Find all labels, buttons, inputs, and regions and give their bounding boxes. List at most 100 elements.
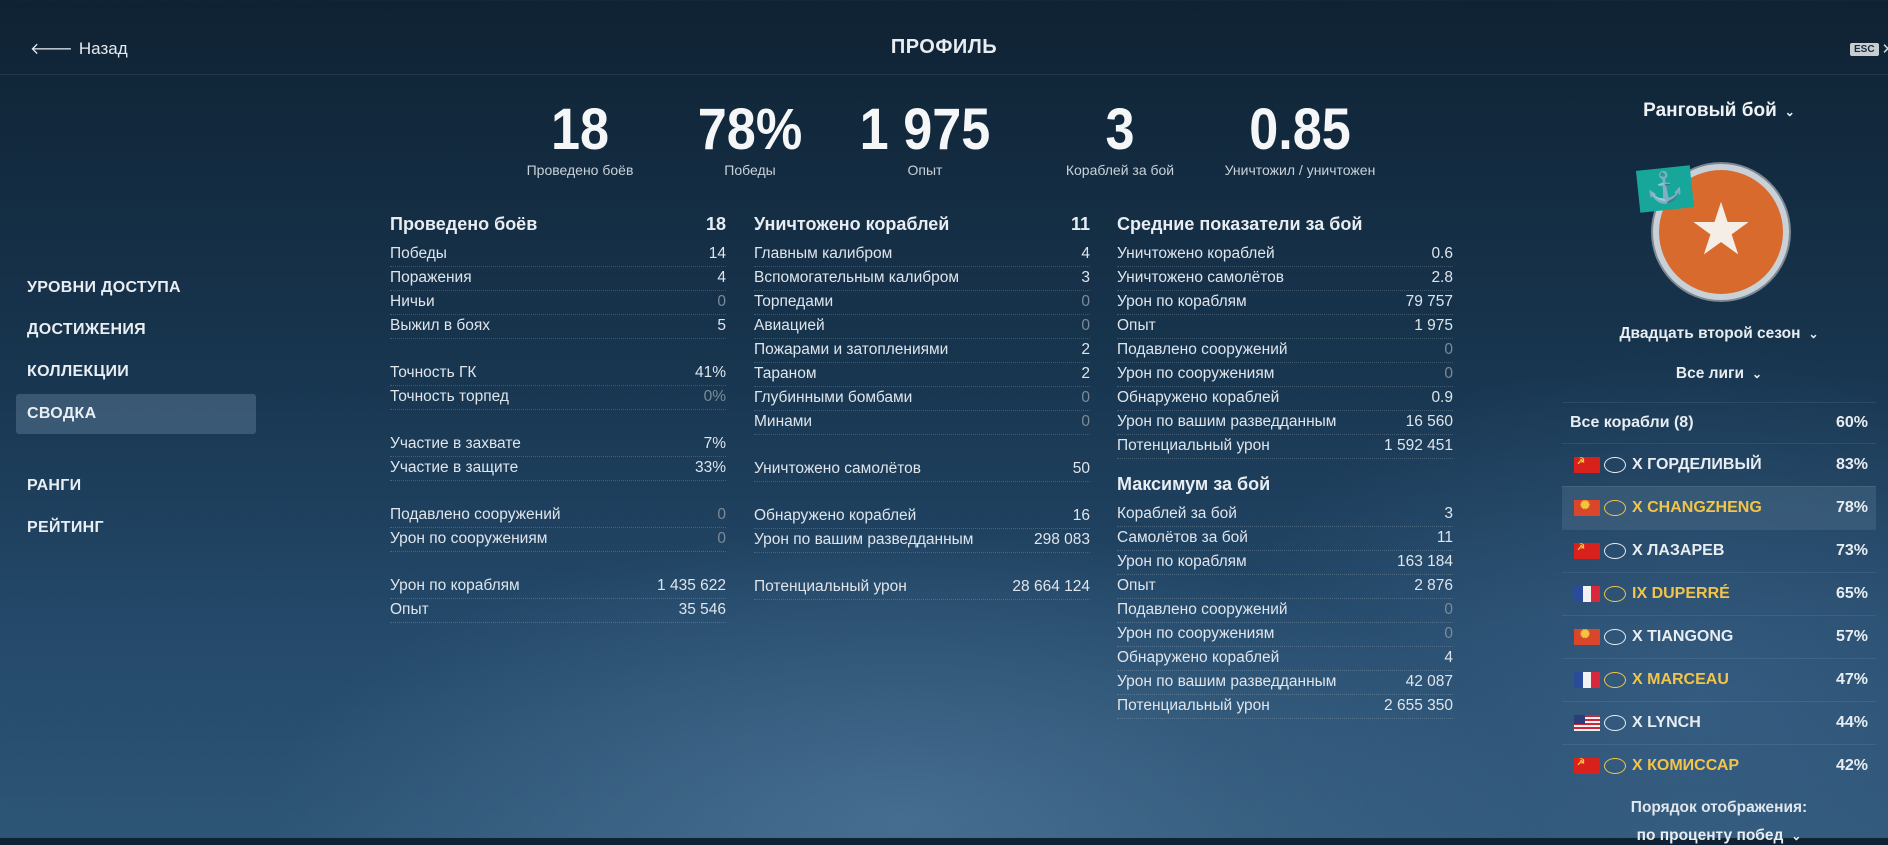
stat-label: Проведено боёв (526, 162, 634, 178)
league-dropdown[interactable]: Все лиги ⌄ (1562, 360, 1876, 388)
stat-row-label: Обнаружено кораблей (1117, 649, 1280, 666)
stat-row-label: Точность ГК (390, 364, 477, 381)
stat-row-label: Урон по сооружениям (390, 530, 548, 547)
esc-close-button[interactable]: ESC ✕ (1850, 40, 1888, 58)
stat-row-value: 0% (703, 388, 726, 405)
nav-item-summary[interactable]: СВОДКА (16, 394, 256, 434)
stat-row-value: 42 087 (1405, 673, 1453, 690)
stat-row-value: 14 (708, 245, 726, 262)
stat-row-label: Подавлено сооружений (1117, 341, 1288, 358)
stat-row: Точность ГК 41% (390, 362, 726, 386)
stat-row: Урон по сооружениям 0 (390, 528, 726, 552)
rank-emblem: ★ ⚓ (1562, 128, 1876, 294)
column-header: Проведено боёв 18 (390, 209, 726, 239)
nav-item-achievements[interactable]: ДОСТИЖЕНИЯ (27, 321, 146, 338)
stat-row-value: 2 (1081, 341, 1090, 358)
ship-row[interactable]: ☭ X КОМИССАР 42% (1562, 744, 1876, 787)
stat-row: Пожарами и затоплениями 2 (754, 339, 1090, 363)
stat-row-value: 0.9 (1431, 389, 1453, 406)
nav-item-rating[interactable]: РЕЙТИНГ (27, 519, 104, 536)
stat-row: Участие в защите 33% (390, 457, 726, 481)
ship-name: X ГОРДЕЛИВЫЙ (1632, 456, 1762, 473)
stat-row-value: 16 (1072, 507, 1090, 524)
stat-row-value: 5 (717, 317, 726, 334)
stat-row-value: 2 655 350 (1384, 697, 1453, 714)
stat-row-label: Опыт (390, 601, 429, 618)
stat-row-label: Минами (754, 413, 813, 430)
ship-win-pct: 83% (1835, 456, 1868, 473)
stat-row: Подавлено сооружений 0 (390, 504, 726, 528)
ship-row[interactable]: IX DUPERRÉ 65% (1562, 572, 1876, 615)
stat-ships-per-battle: 3 Кораблей за бой (1040, 100, 1200, 179)
column-value: 11 (1070, 214, 1090, 234)
ship-win-pct: 47% (1835, 671, 1868, 688)
stat-row-value: 3 (1444, 505, 1453, 522)
ship-row[interactable]: ☭ X ГОРДЕЛИВЫЙ 83% (1562, 443, 1876, 486)
ship-row[interactable]: ☭ X ЛАЗАРЕВ 73% (1562, 529, 1876, 572)
battle-type-dropdown[interactable]: Ранговый бой ⌄ (1562, 100, 1876, 128)
ship-row[interactable]: ✺ X TIANGONG 57% (1562, 615, 1876, 658)
stat-row-value: 0 (1444, 601, 1453, 618)
stat-row-value: 163 184 (1396, 553, 1453, 570)
stat-row-value: 0 (1444, 625, 1453, 642)
stat-row-label: Уничтожено кораблей (1117, 245, 1275, 262)
ship-name: X LYNCH (1632, 714, 1701, 731)
nav-item-ranks[interactable]: РАНГИ (27, 477, 82, 494)
nav-item-access-levels[interactable]: УРОВНИ ДОСТУПА (27, 279, 181, 296)
back-button[interactable]: 🡐 Назад (30, 38, 128, 59)
stat-row: Самолётов за бой 11 (1117, 527, 1453, 551)
row-spacer (754, 435, 1090, 458)
ship-row[interactable]: X LYNCH 44% (1562, 701, 1876, 744)
usa-flag-icon (1574, 715, 1600, 731)
stat-row: Урон по вашим разведданным 16 560 (1117, 411, 1453, 435)
france-flag-icon (1574, 672, 1601, 688)
stat-row-value: 1 975 (1414, 317, 1453, 334)
stat-row-value: 298 083 (1033, 531, 1090, 548)
stat-value: 0.85 (1249, 97, 1351, 162)
ship-row[interactable]: X MARCEAU 47% (1562, 658, 1876, 701)
stat-row-label: Тараном (754, 365, 817, 382)
stat-row: Точность торпед 0% (390, 386, 726, 410)
left-nav: УРОВНИ ДОСТУПА ДОСТИЖЕНИЯ КОЛЛЕКЦИИ СВОД… (16, 268, 256, 550)
max-per-battle-title: Максимум за бой (1117, 474, 1271, 494)
stat-row-label: Глубинными бомбами (754, 389, 913, 406)
stat-row-value: 16 560 (1405, 413, 1453, 430)
stat-row-label: Обнаружено кораблей (1117, 389, 1280, 406)
stat-row-label: Опыт (1117, 577, 1156, 594)
ship-class-icon (1604, 629, 1626, 645)
stat-row-value: 1 435 622 (657, 577, 726, 594)
stat-row-label: Потенциальный урон (1117, 697, 1270, 714)
top-bar: 🡐 Назад ПРОФИЛЬ ESC ✕ (0, 0, 1888, 75)
stat-row-value: 28 664 124 (1012, 578, 1090, 595)
stat-row-value: 0 (717, 506, 726, 523)
stat-row: Опыт 2 876 (1117, 575, 1453, 599)
nav-item-collections[interactable]: КОЛЛЕКЦИИ (27, 363, 130, 380)
panasia-flag-icon: ✺ (1574, 627, 1600, 645)
ship-class-icon (1604, 586, 1626, 602)
all-ships-row[interactable]: Все корабли (8) 60% (1562, 402, 1876, 443)
column-header: Уничтожено кораблей 11 (754, 209, 1090, 239)
ship-row[interactable]: ✺ X CHANGZHENG 78% (1562, 486, 1876, 529)
stat-row: Уничтожено кораблей 0.6 (1117, 243, 1453, 267)
stat-label: Опыт (907, 162, 943, 178)
stat-row-label: Опыт (1117, 317, 1156, 334)
stat-value: 1 975 (859, 97, 991, 162)
stat-row: Обнаружено кораблей 16 (754, 505, 1090, 529)
stat-row-label: Уничтожено самолётов (754, 460, 922, 477)
season-dropdown[interactable]: Двадцать второй сезон ⌄ (1562, 320, 1876, 348)
stat-row-label: Пожарами и затоплениями (754, 341, 949, 358)
stat-row-label: Урон по кораблям (1117, 553, 1247, 570)
stat-row-label: Урон по вашим разведданным (1117, 413, 1337, 430)
sort-order-value: по проценту побед (1636, 827, 1784, 844)
ship-win-pct: 65% (1835, 585, 1868, 602)
stat-row-label: Урон по кораблям (1117, 293, 1247, 310)
stat-row-label: Урон по сооружениям (1117, 625, 1275, 642)
ship-win-pct: 44% (1835, 714, 1868, 731)
chevron-down-icon: ⌄ (1808, 327, 1819, 341)
stat-row: Поражения 4 (390, 267, 726, 291)
stat-row: Обнаружено кораблей 0.9 (1117, 387, 1453, 411)
row-spacer (390, 481, 726, 504)
sort-order-dropdown[interactable]: по проценту побед ⌄ (1562, 827, 1876, 845)
stat-value: 78% (697, 97, 803, 162)
page-title: ПРОФИЛЬ (890, 36, 998, 58)
